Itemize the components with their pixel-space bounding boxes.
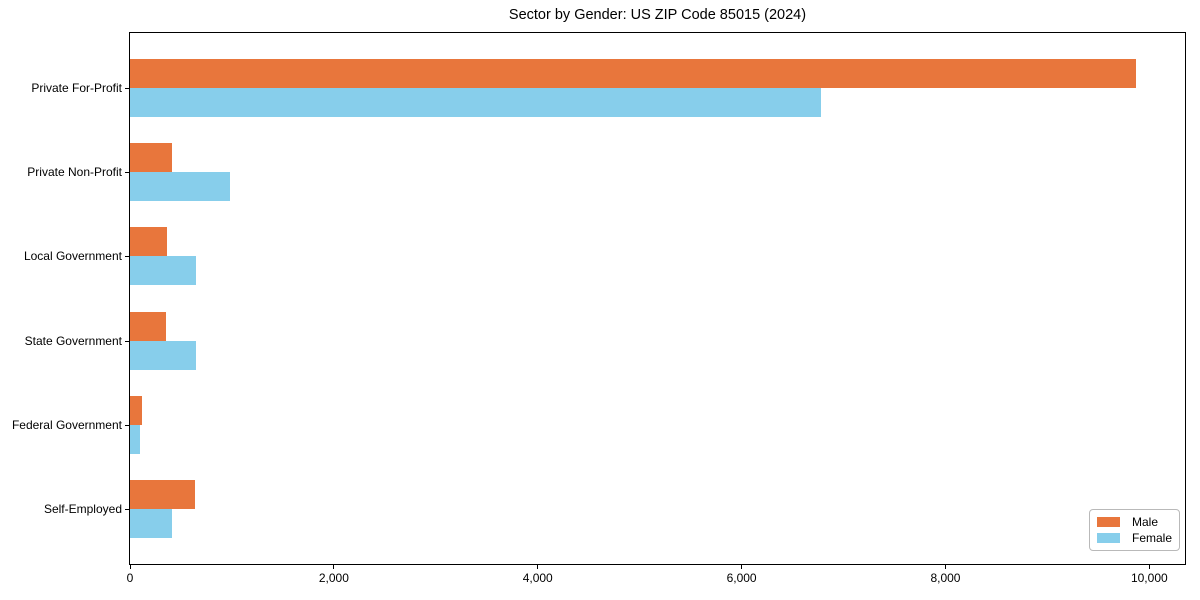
- female-bar: [130, 424, 141, 454]
- female-swatch-icon: [1097, 533, 1120, 543]
- x-tick-mark: [333, 565, 335, 569]
- y-tick-mark: [125, 172, 129, 174]
- male-swatch-icon: [1097, 517, 1120, 527]
- male-bar: [130, 480, 196, 509]
- y-tick-mark: [125, 424, 129, 426]
- female-bar: [130, 88, 822, 117]
- y-tick-mark: [125, 256, 129, 258]
- legend-item-male: Male: [1097, 515, 1172, 530]
- x-tick-label: 10,000: [1130, 571, 1168, 585]
- x-tick-label: 0: [126, 571, 134, 585]
- legend: Male Female: [1089, 509, 1180, 551]
- male-bar: [130, 395, 143, 425]
- x-tick-label: 8,000: [930, 571, 961, 585]
- y-tick-label: Private Non-Profit: [27, 165, 122, 180]
- female-bar: [130, 172, 231, 202]
- male-bar: [130, 59, 1137, 88]
- female-bar: [130, 256, 197, 286]
- y-tick-label: State Government: [24, 333, 122, 348]
- plot-area: [129, 32, 1186, 565]
- y-tick-label: Federal Government: [11, 417, 122, 432]
- x-tick-label: 4,000: [522, 571, 553, 585]
- y-tick-label: Private For-Profit: [31, 81, 122, 95]
- female-bar: [130, 340, 197, 370]
- x-tick-mark: [537, 565, 539, 569]
- x-tick-mark: [1148, 565, 1150, 569]
- legend-label-female: Female: [1132, 531, 1173, 545]
- x-tick-mark: [129, 565, 131, 569]
- x-tick-mark: [741, 565, 743, 569]
- y-tick-mark: [125, 88, 129, 89]
- legend-label-male: Male: [1132, 515, 1159, 529]
- male-bar: [130, 143, 172, 173]
- male-bar: [130, 227, 167, 257]
- x-tick-mark: [944, 565, 946, 569]
- male-bar: [130, 311, 166, 341]
- x-tick-label: 2,000: [318, 571, 349, 585]
- chart-title: Sector by Gender: US ZIP Code 85015 (202…: [508, 7, 807, 23]
- y-tick-mark: [125, 509, 129, 510]
- y-tick-label: Local Government: [23, 249, 122, 264]
- x-tick-label: 6,000: [726, 571, 757, 585]
- y-tick-label: Self-Employed: [43, 502, 122, 516]
- legend-item-female: Female: [1097, 531, 1172, 546]
- female-bar: [130, 509, 172, 538]
- y-tick-mark: [125, 340, 129, 342]
